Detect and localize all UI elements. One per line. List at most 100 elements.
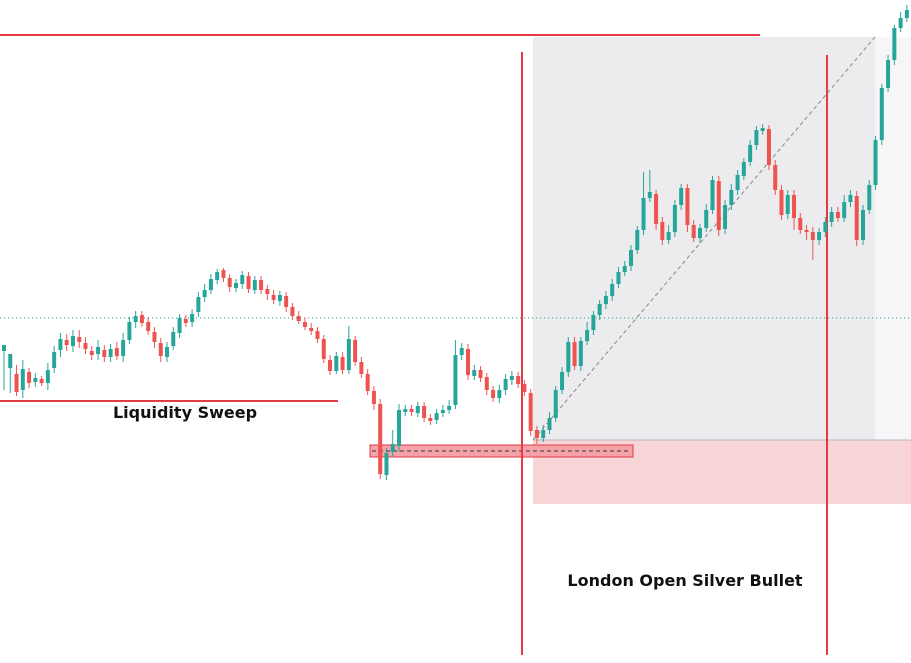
candle-body xyxy=(89,351,94,355)
candle-body xyxy=(685,188,690,225)
candle-body xyxy=(754,130,759,145)
candle-body xyxy=(384,453,389,475)
candles-layer xyxy=(2,5,909,480)
candle-body xyxy=(503,379,508,390)
candle-body xyxy=(666,232,671,240)
candle-body xyxy=(616,272,621,284)
candle-body xyxy=(472,370,477,376)
candle-body xyxy=(560,372,565,390)
candle-body xyxy=(227,278,232,287)
candle-body xyxy=(277,295,282,301)
candle-body xyxy=(842,202,847,218)
candle-body xyxy=(422,406,427,418)
candle-body xyxy=(202,290,207,297)
candle-body xyxy=(766,129,771,165)
candle-body xyxy=(64,340,69,345)
candle-body xyxy=(27,372,32,383)
candle-body xyxy=(77,337,82,342)
candle-body xyxy=(340,357,345,370)
candle-body xyxy=(898,18,903,28)
candle-body xyxy=(415,406,420,413)
candle-body xyxy=(478,370,483,378)
candle-body xyxy=(773,165,778,190)
candle-body xyxy=(196,297,201,312)
candle-body xyxy=(152,332,157,342)
candle-body xyxy=(629,250,633,266)
candle-body xyxy=(378,404,383,474)
candle-body xyxy=(748,145,753,162)
candle-body xyxy=(660,222,665,240)
candle-body xyxy=(328,360,333,371)
liquidity-sweep-label: Liquidity Sweep xyxy=(113,403,257,422)
candle-body xyxy=(516,376,521,384)
candle-body xyxy=(52,352,57,368)
candle-body xyxy=(346,339,351,370)
candle-body xyxy=(108,349,113,357)
candle-body xyxy=(271,295,276,300)
candle-body xyxy=(428,418,433,421)
candle-body xyxy=(246,276,251,289)
candle-body xyxy=(177,318,182,333)
candle-body xyxy=(465,349,470,375)
candle-body xyxy=(785,195,790,214)
candle-body xyxy=(716,181,721,230)
candle-body xyxy=(334,356,339,371)
candle-body xyxy=(710,180,715,210)
candle-body xyxy=(146,322,151,331)
candle-body xyxy=(70,336,75,346)
candle-body xyxy=(792,195,797,218)
candle-body xyxy=(259,280,264,290)
candle-body xyxy=(252,280,257,290)
candle-body xyxy=(208,279,213,290)
candle-body xyxy=(39,379,44,383)
candle-body xyxy=(409,409,414,412)
candle-body xyxy=(622,266,627,272)
candle-body xyxy=(296,316,301,321)
candle-body xyxy=(58,339,63,350)
candle-body xyxy=(817,232,822,240)
candle-body xyxy=(390,444,395,452)
candle-body xyxy=(183,319,188,323)
candle-body xyxy=(873,140,878,185)
candle-body xyxy=(158,343,163,356)
candle-body xyxy=(447,406,452,410)
candle-body xyxy=(102,350,107,357)
candle-body xyxy=(127,322,132,340)
candle-body xyxy=(610,284,615,296)
candle-body xyxy=(603,296,608,304)
candle-body xyxy=(459,348,464,355)
candle-body xyxy=(190,314,195,322)
candle-body xyxy=(904,10,909,18)
candle-body xyxy=(691,225,696,238)
candle-body xyxy=(578,341,583,366)
lines-layer xyxy=(0,34,911,655)
candle-body xyxy=(284,296,289,307)
candle-body xyxy=(434,413,439,420)
candle-body xyxy=(365,374,370,391)
candle-body xyxy=(635,230,640,250)
candle-body xyxy=(114,348,119,356)
candle-body xyxy=(440,410,445,413)
candle-body xyxy=(835,212,840,218)
candle-body xyxy=(509,376,514,380)
candle-body xyxy=(8,354,13,368)
candle-body xyxy=(139,315,144,323)
candle-body xyxy=(741,162,746,176)
candle-body xyxy=(240,275,245,284)
candle-body xyxy=(290,307,295,316)
candle-body xyxy=(760,128,765,131)
candle-body xyxy=(359,362,364,374)
candle-body xyxy=(302,322,307,327)
silver-bullet-label: London Open Silver Bullet xyxy=(567,571,802,590)
candle-body xyxy=(397,410,402,446)
candle-body xyxy=(83,343,88,349)
candle-body xyxy=(215,272,220,280)
candle-body xyxy=(654,194,659,224)
candle-body xyxy=(823,222,828,232)
candle-body xyxy=(798,218,803,230)
candle-body xyxy=(353,340,358,362)
candle-body xyxy=(704,210,709,228)
candle-body xyxy=(522,384,527,392)
candle-body xyxy=(829,212,834,222)
